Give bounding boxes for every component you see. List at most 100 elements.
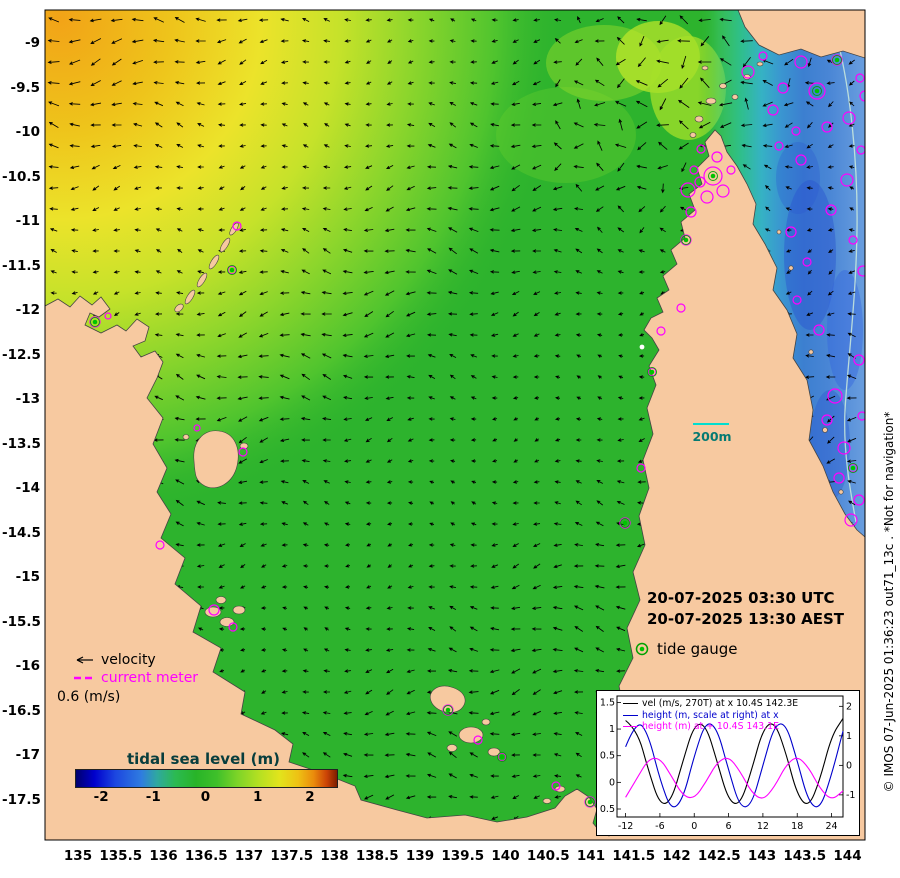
tide-gauge-dot bbox=[499, 754, 505, 760]
current-meter-circle bbox=[208, 604, 220, 616]
lat-tick-label: -12 bbox=[15, 302, 40, 318]
lat-tick-label: -17.5 bbox=[2, 791, 41, 808]
inset-x-tick-label: 18 bbox=[791, 821, 803, 832]
lon-tick-label: 144 bbox=[833, 848, 862, 864]
tide-gauge-dot bbox=[92, 319, 98, 325]
inset-yleft-tick-label: 1.5 bbox=[600, 697, 615, 708]
inset-x-tick-label: -12 bbox=[618, 821, 634, 832]
map-frame bbox=[44, 9, 866, 841]
current-meter-circle bbox=[716, 184, 730, 198]
current-meter-circle bbox=[808, 82, 826, 100]
tide-gauge-label: tide gauge bbox=[657, 640, 738, 658]
tide-gauge-ring bbox=[90, 317, 100, 327]
current-meter-circle bbox=[837, 441, 851, 455]
tide-gauge-dot bbox=[834, 57, 840, 63]
aest-time-label: 20-07-2025 13:30 AEST bbox=[647, 610, 845, 628]
current-meter-circle bbox=[844, 513, 858, 527]
tide-gauge-dot bbox=[622, 520, 628, 526]
current-meter-circle bbox=[853, 494, 865, 506]
current-meter-circle bbox=[758, 51, 768, 61]
inset-yright-tick-label: 0 bbox=[846, 760, 852, 771]
inset-x-tick-label: 6 bbox=[726, 821, 732, 832]
current-meter-circle bbox=[685, 206, 697, 218]
current-meter-circle bbox=[636, 463, 646, 473]
current-meter-circle bbox=[656, 326, 666, 336]
inset-legend-height-x: height (m, scale at right) at x bbox=[623, 710, 798, 722]
lat-tick-label: -9 bbox=[25, 35, 40, 51]
inset-series-line bbox=[625, 723, 844, 808]
current-meter-circle bbox=[794, 55, 808, 69]
height-plus-series-label: height (m) at + 10.4S 143.1E bbox=[642, 721, 779, 732]
velocity-legend: velocity bbox=[72, 652, 156, 668]
lon-tick-label: 142.5 bbox=[697, 848, 741, 864]
current-meter-circle bbox=[859, 90, 865, 102]
tide-gauge-dot bbox=[649, 369, 655, 375]
current-meter-circle bbox=[238, 447, 248, 457]
tide-gauge-ring bbox=[848, 463, 858, 473]
inset-yleft-tick-label: 1 bbox=[609, 724, 615, 735]
tide-gauge-icon bbox=[635, 642, 649, 656]
lon-tick-label: 136.5 bbox=[184, 848, 228, 864]
colorbar-tick-label: 0 bbox=[200, 789, 211, 805]
current-meter-circle bbox=[689, 165, 699, 175]
current-meter-circle bbox=[833, 472, 845, 484]
current-meter-circle bbox=[856, 145, 865, 155]
inset-yright-tick-label: 2 bbox=[846, 701, 852, 712]
current-meter-circle bbox=[680, 182, 696, 198]
height-x-series-label: height (m, scale at right) at x bbox=[642, 709, 779, 721]
credit-text: © IMOS 07-Jun-2025 01:36:23 out71_13c . … bbox=[882, 411, 896, 793]
tide-gauge-ring bbox=[832, 55, 842, 65]
lon-tick-label: 136 bbox=[149, 848, 178, 864]
current-meter-circle bbox=[857, 265, 865, 277]
current-meter-legend: current meter bbox=[72, 670, 198, 686]
tide-gauge-dot bbox=[683, 237, 689, 243]
velocity-scale-label: 0.6 (m/s) bbox=[57, 689, 121, 705]
lon-tick-label: 139 bbox=[405, 848, 435, 864]
tide-gauge-ring bbox=[647, 367, 657, 377]
inset-yright-tick-label: -1 bbox=[846, 790, 855, 801]
current-meter-circle bbox=[840, 173, 854, 187]
lon-tick-label: 141.5 bbox=[612, 848, 656, 864]
white-dot-marker bbox=[639, 344, 645, 350]
lon-tick-label: 140 bbox=[491, 848, 520, 864]
lon-tick-label: 142 bbox=[662, 848, 691, 864]
tide-gauge-dot bbox=[445, 707, 451, 713]
tide-gauge-ring bbox=[708, 171, 718, 181]
tide-gauge-ring bbox=[585, 797, 595, 807]
lon-tick-label: 138 bbox=[320, 848, 349, 864]
current-meter-circle bbox=[813, 324, 825, 336]
current-meter-circle bbox=[774, 141, 784, 151]
lat-tick-label: -15 bbox=[15, 569, 40, 585]
vel-line-swatch bbox=[623, 703, 638, 705]
lat-tick-label: -11.5 bbox=[2, 257, 41, 274]
current-meter-dash-icon bbox=[74, 676, 94, 680]
colorbar-tick-label: 1 bbox=[252, 789, 263, 805]
inset-series-line bbox=[625, 718, 844, 804]
current-meter-circle bbox=[696, 144, 706, 154]
inset-legend: vel (m/s, 270T) at x 10.4S 142.3E height… bbox=[623, 698, 798, 733]
tide-gauge-ring bbox=[620, 518, 630, 528]
current-meter-circle bbox=[821, 414, 833, 426]
colorbar-tick-label: -2 bbox=[93, 789, 109, 805]
inset-chart-canvas: -12 -6 0 6 12 18 24 1.5 1 0.5 0 0.5 2 1 0 -1 bbox=[600, 695, 855, 832]
lat-tick-label: -10.5 bbox=[2, 168, 41, 185]
lon-tick-label: 139.5 bbox=[441, 848, 485, 864]
inset-series-line bbox=[625, 757, 844, 799]
lat-tick-label: -16 bbox=[15, 658, 40, 674]
colorbar bbox=[75, 769, 338, 788]
lon-tick-label: 140.5 bbox=[526, 848, 570, 864]
height-x-line-swatch bbox=[623, 714, 638, 716]
current-meter-circle bbox=[821, 121, 833, 133]
current-meter-circle bbox=[551, 781, 561, 791]
current-meter-circle bbox=[827, 388, 843, 404]
current-meter-circle bbox=[825, 204, 837, 216]
velocity-label: velocity bbox=[101, 652, 156, 668]
inset-legend-vel: vel (m/s, 270T) at x 10.4S 142.3E bbox=[623, 698, 798, 710]
tide-gauge-legend: tide gauge bbox=[634, 640, 738, 658]
lat-tick-label: -12.5 bbox=[2, 346, 41, 363]
lat-tick-label: -9.5 bbox=[10, 79, 40, 96]
current-meter-circle bbox=[853, 354, 865, 366]
current-meter-circle bbox=[767, 104, 779, 116]
